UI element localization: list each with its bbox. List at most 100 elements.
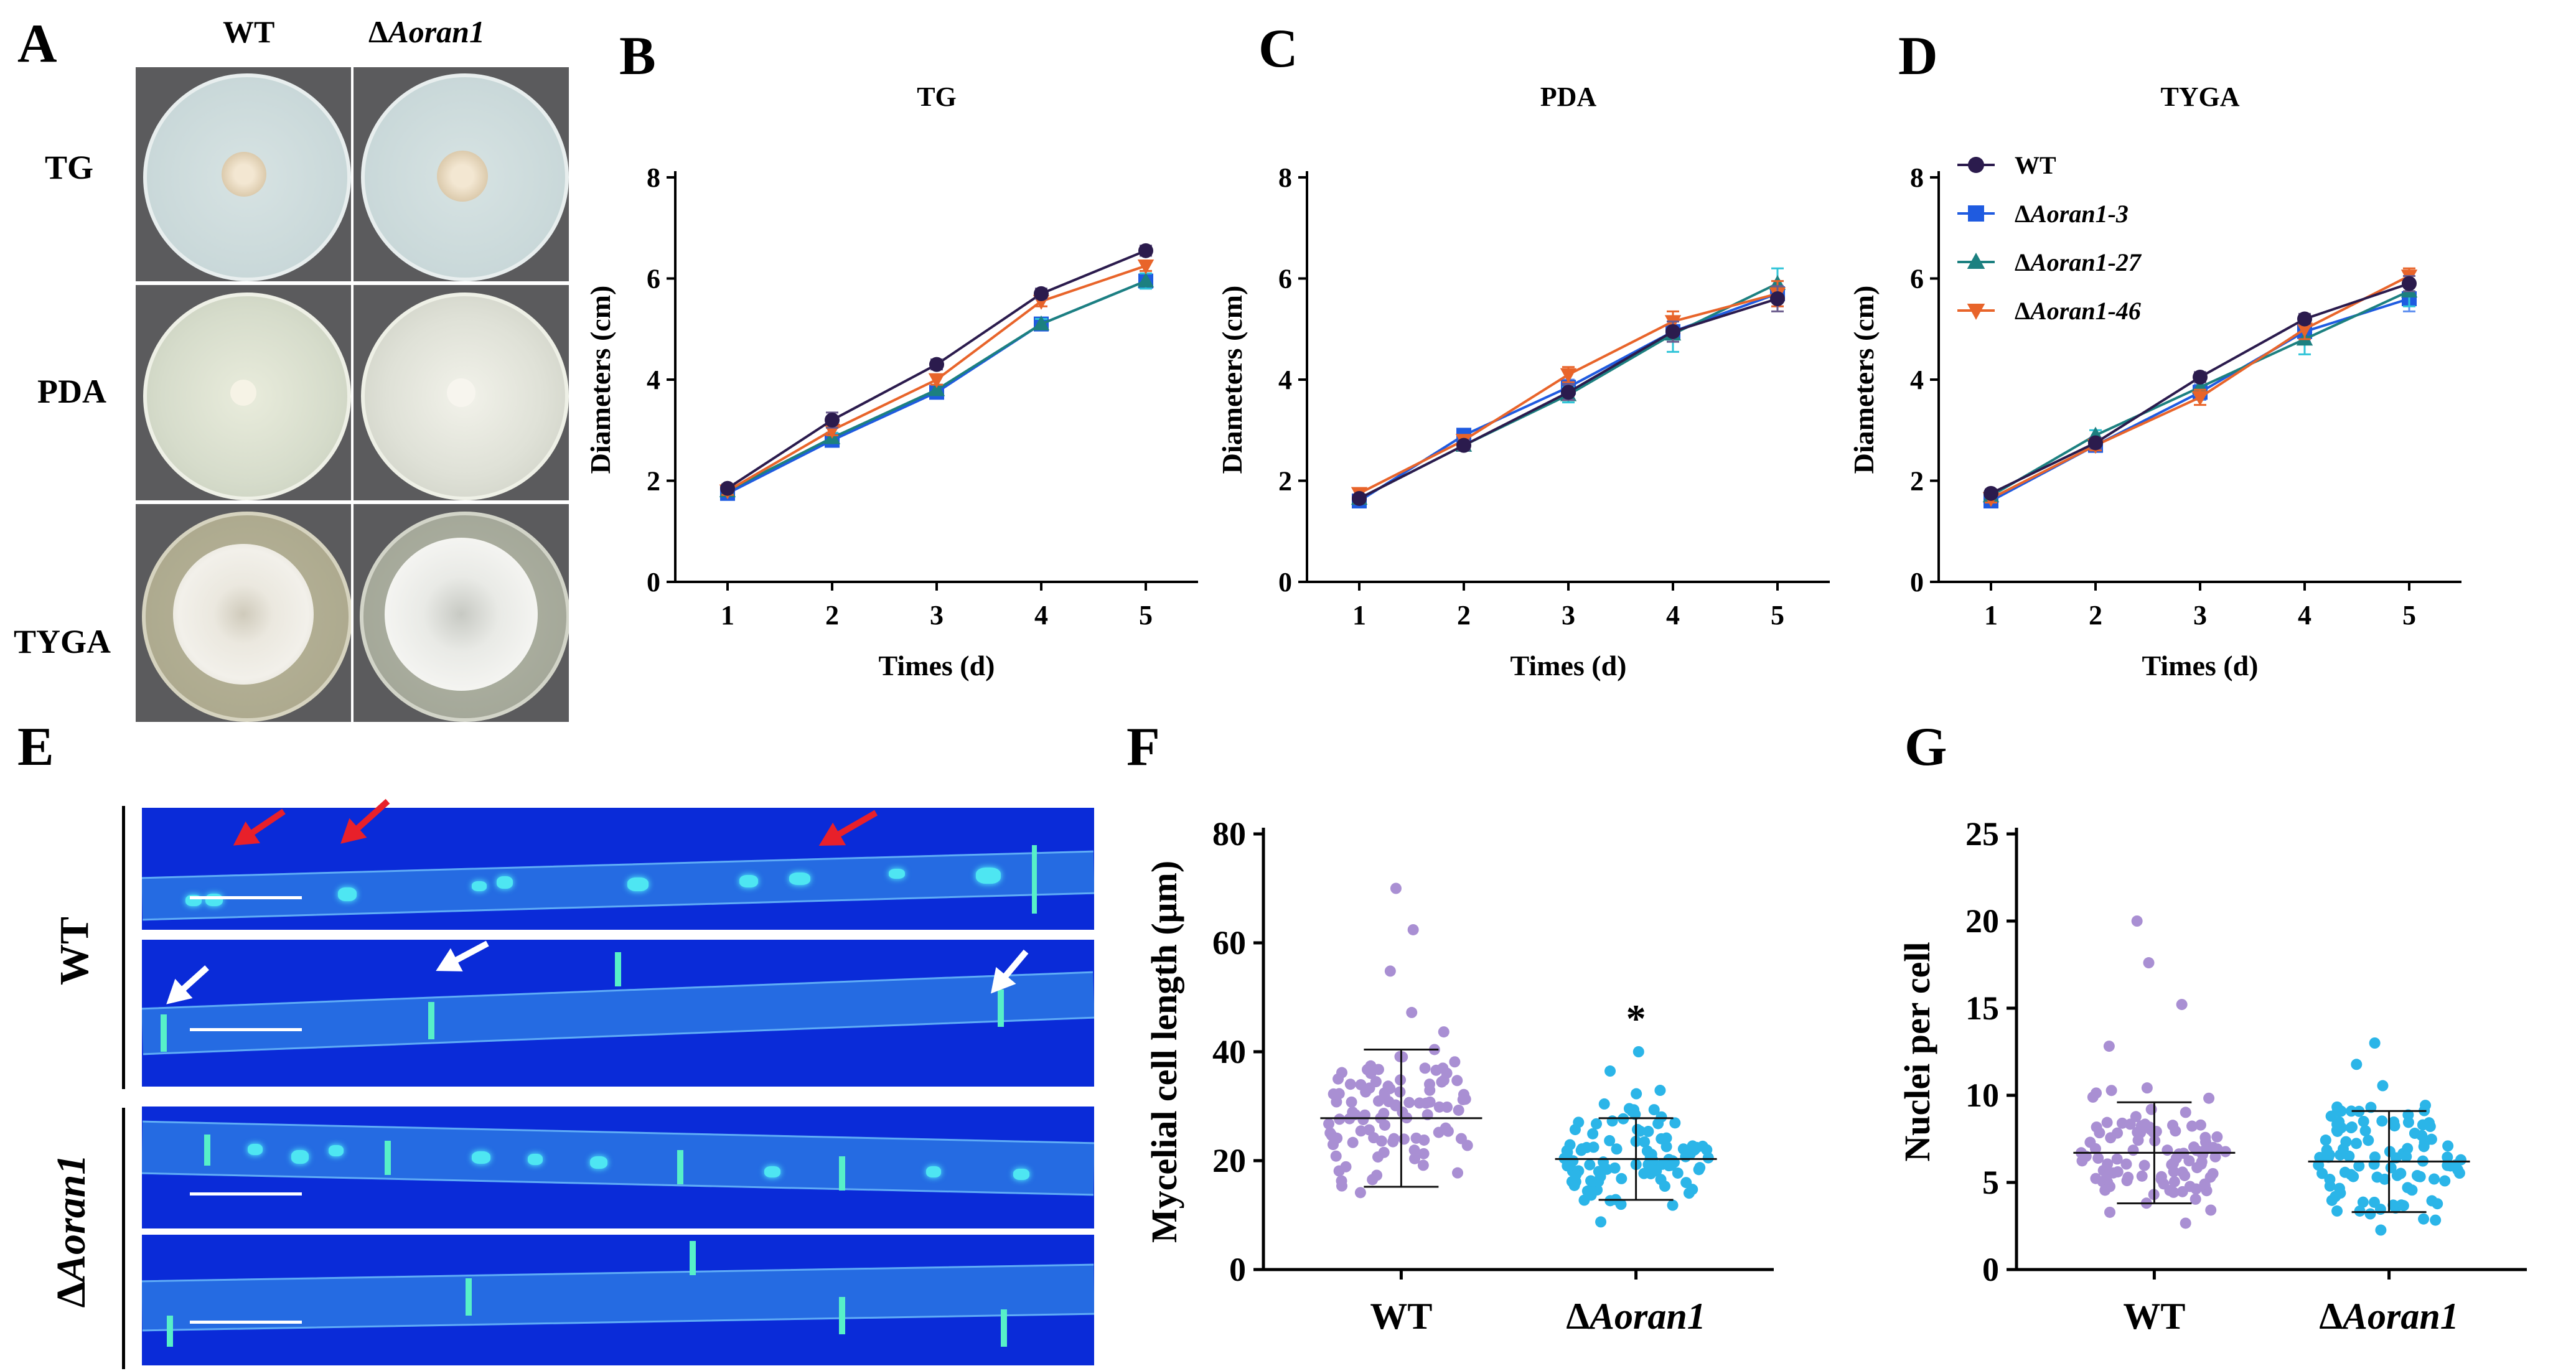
data-point <box>1332 1073 1344 1085</box>
data-point <box>2211 1131 2223 1143</box>
data-point <box>2087 1091 2099 1103</box>
y-tick-label: 8 <box>1910 162 1924 193</box>
data-point <box>1398 1133 1410 1145</box>
data-point <box>1418 1148 1430 1159</box>
data-point <box>1639 1136 1651 1148</box>
y-axis-label: Diameters (cm) <box>1848 286 1880 474</box>
x-tick-label: 2 <box>2089 600 2102 630</box>
data-point <box>2335 1149 2346 1161</box>
data-point <box>1437 1062 1449 1074</box>
data-point <box>2353 1160 2365 1172</box>
row-label-pda: PDA <box>37 373 106 410</box>
x-tick-label: 1 <box>1984 600 1998 630</box>
data-point <box>1642 1126 1654 1138</box>
data-point <box>2402 1109 2414 1121</box>
data-point <box>1408 1144 1420 1156</box>
x-tick-label: 3 <box>1562 600 1575 630</box>
data-point <box>1394 1086 1406 1098</box>
x-axis-label: Times (d) <box>1510 650 1627 681</box>
data-point <box>2351 1138 2363 1149</box>
y-tick-label: 4 <box>1278 365 1292 395</box>
data-point <box>2400 1151 2412 1163</box>
plate-tg-wt <box>136 67 351 281</box>
group-label-wt: WT <box>52 916 97 986</box>
data-point <box>1346 1096 1357 1108</box>
data-point <box>2320 1135 2331 1146</box>
data-point <box>2111 1153 2123 1165</box>
legend-marker <box>1967 303 1985 320</box>
data-point <box>1340 1161 1352 1172</box>
data-point <box>1656 1133 1667 1144</box>
data-point <box>2416 1130 2428 1141</box>
data-point <box>1326 1130 1337 1141</box>
data-point <box>1659 1181 1670 1192</box>
data-point <box>2406 1184 2418 1196</box>
data-point <box>1409 1153 1421 1164</box>
y-axis-label: Nuclei per cell <box>1897 942 1937 1161</box>
data-point <box>2388 1116 2400 1128</box>
bracket-mutant <box>122 1108 125 1369</box>
data-point <box>1585 1175 1597 1187</box>
data-point <box>2112 1166 2124 1177</box>
data-point <box>2191 1144 2203 1156</box>
data-point <box>2397 1200 2409 1212</box>
plate-pda-wt <box>136 285 351 500</box>
data-point <box>1697 1140 1708 1152</box>
data-point <box>1334 1113 1346 1125</box>
data-point <box>2194 1119 2206 1131</box>
data-point <box>1570 1169 1582 1181</box>
data-point <box>1581 1141 1593 1153</box>
data-point <box>2180 1217 2191 1229</box>
x-tick-label: 1 <box>1352 600 1366 630</box>
data-point <box>1646 1164 1657 1176</box>
data-point <box>1365 1067 1377 1079</box>
data-point <box>2359 1125 2371 1136</box>
data-point <box>2375 1224 2387 1236</box>
data-point <box>2363 1135 2374 1146</box>
x-axis-label: Times (d) <box>879 650 995 681</box>
data-point <box>1390 882 1402 894</box>
data-point <box>2091 1121 2102 1133</box>
data-point <box>2101 1116 2113 1128</box>
data-point <box>2425 1133 2437 1145</box>
data-point <box>2331 1205 2343 1217</box>
x-tick-label: 2 <box>825 600 839 630</box>
data-point <box>2138 1159 2150 1171</box>
data-point <box>2455 1154 2467 1166</box>
column-header-wt: WT <box>223 14 275 49</box>
data-point <box>2103 1041 2115 1052</box>
row-label-tg: TG <box>45 149 94 186</box>
x-tick-label: ΔAoran1 <box>2319 1296 2458 1337</box>
y-tick-label: 4 <box>1910 365 1924 395</box>
data-point <box>2430 1214 2442 1226</box>
panel-letter-a: A <box>17 14 57 74</box>
data-point <box>1372 1151 1384 1163</box>
data-point <box>1616 1172 1628 1184</box>
data-point <box>2099 1184 2111 1196</box>
x-tick-label: 5 <box>1771 600 1784 630</box>
y-tick-label: 15 <box>1965 990 1999 1027</box>
chart-title: TG <box>917 82 957 112</box>
data-point <box>1641 1145 1653 1157</box>
data-point <box>1372 1095 1384 1107</box>
data-point <box>2112 1127 2124 1139</box>
data-point <box>1423 1079 1435 1090</box>
data-point <box>2191 391 2209 406</box>
data-point <box>1598 1098 1610 1110</box>
panel-letter-g: G <box>1904 717 1947 777</box>
significance-annotation: * <box>1626 996 1646 1041</box>
data-point <box>2335 1187 2346 1199</box>
delta-symbol: Δ <box>368 14 388 49</box>
data-point <box>2357 1196 2369 1208</box>
x-tick-label: 4 <box>1034 600 1048 630</box>
scale-bar-4 <box>190 1321 302 1324</box>
panel-letter-c: C <box>1258 19 1298 79</box>
data-point <box>1561 385 1576 400</box>
data-point <box>1347 1136 1359 1148</box>
y-tick-label: 2 <box>1910 466 1924 497</box>
data-point <box>2168 1166 2180 1177</box>
gene-name: Aoran1 <box>49 1154 94 1283</box>
data-point <box>2145 1103 2157 1115</box>
y-tick-label: 5 <box>1982 1164 1999 1201</box>
data-point <box>2395 1167 2407 1179</box>
